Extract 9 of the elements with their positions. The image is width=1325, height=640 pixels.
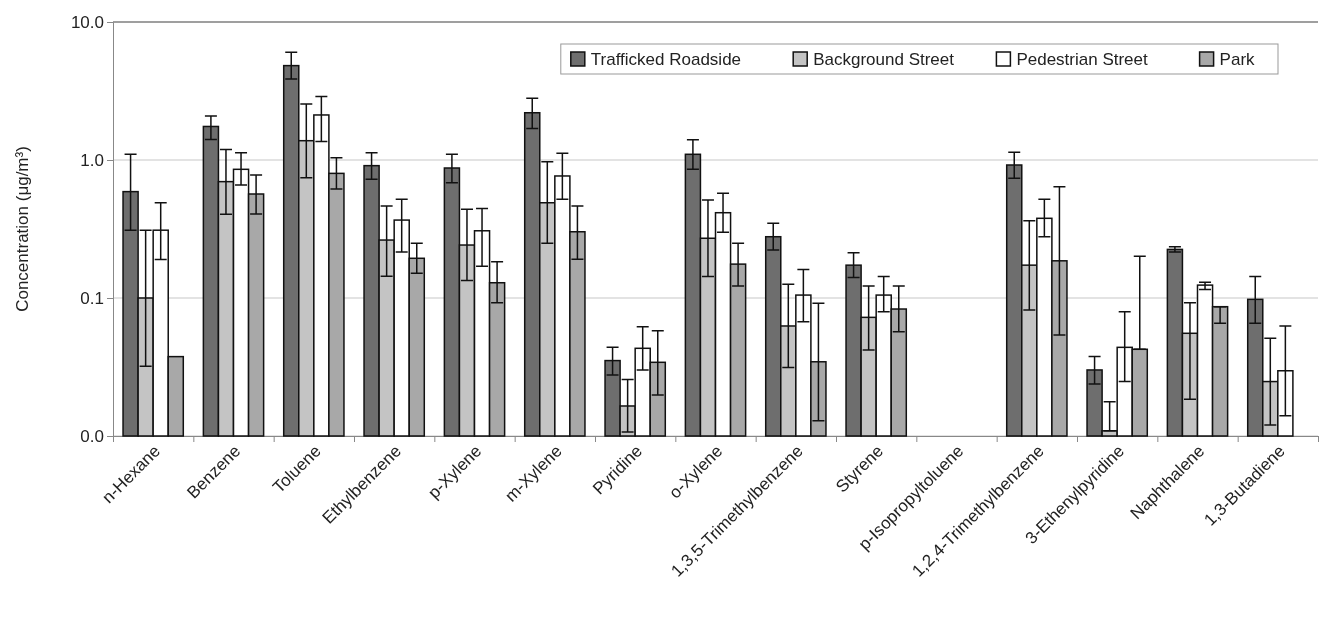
y-tick-label: 1.0 <box>80 150 104 170</box>
legend-label: Background Street <box>813 50 955 69</box>
y-tick-label: 0.0 <box>80 426 104 446</box>
legend-label: Park <box>1219 50 1256 69</box>
y-tick-label: 0.1 <box>80 288 104 308</box>
y-tick-label: 10.0 <box>70 12 104 32</box>
legend-label: Pedestrian Street <box>1016 50 1149 69</box>
y-axis-title: Concentration (μg/m³) <box>13 146 32 312</box>
legend-label: Trafficked Roadside <box>590 50 742 69</box>
